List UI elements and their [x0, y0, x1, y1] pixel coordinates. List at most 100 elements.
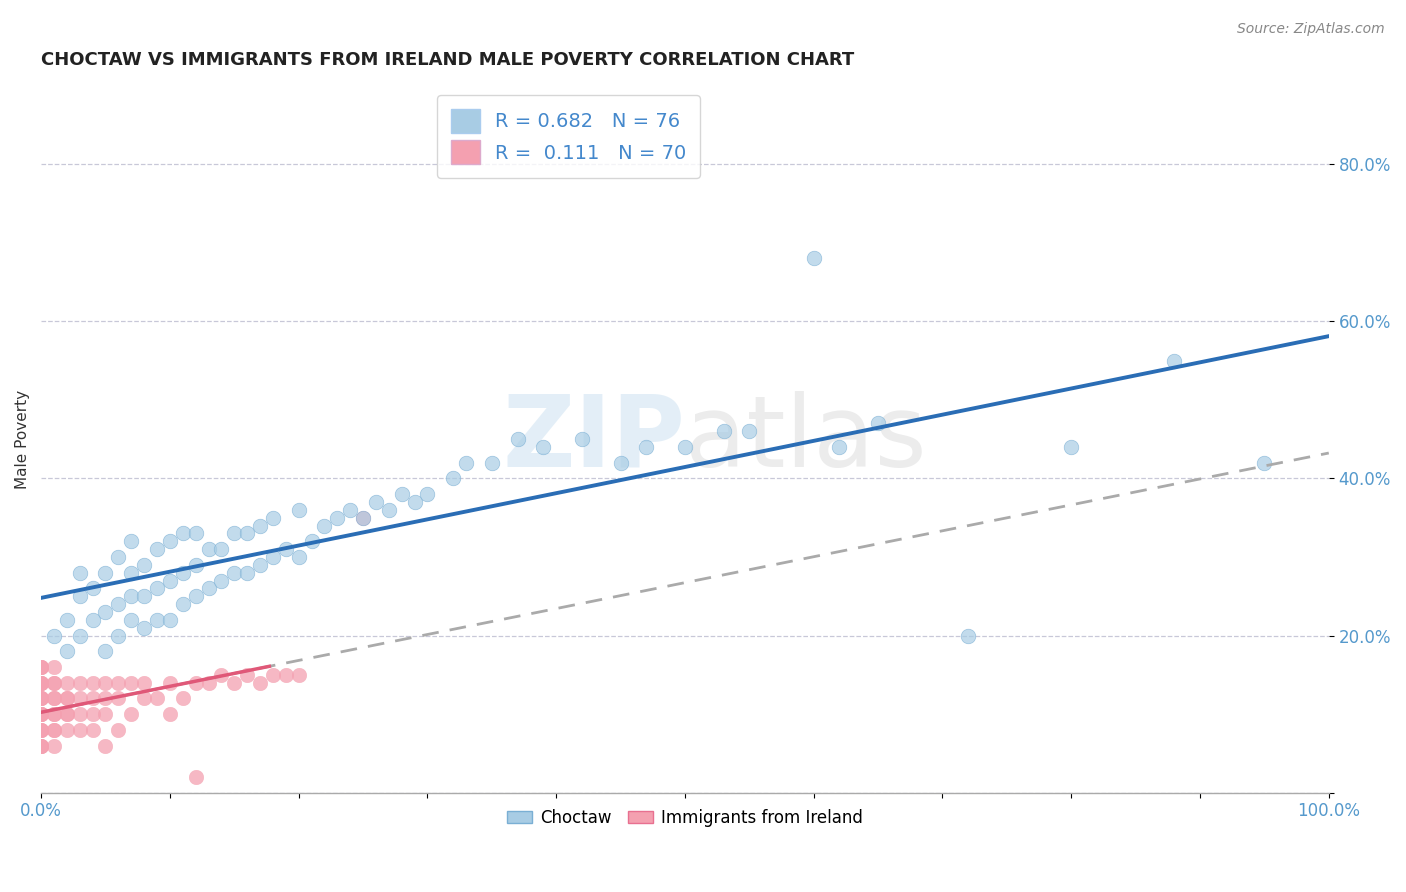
Point — [713, 424, 735, 438]
Point — [30, 675, 52, 690]
Point — [274, 667, 297, 681]
Text: CHOCTAW VS IMMIGRANTS FROM IRELAND MALE POVERTY CORRELATION CHART: CHOCTAW VS IMMIGRANTS FROM IRELAND MALE … — [41, 51, 855, 69]
Point — [262, 667, 284, 681]
Point — [1253, 456, 1275, 470]
Point — [416, 487, 439, 501]
Point — [262, 549, 284, 564]
Point — [30, 723, 52, 737]
Point — [30, 707, 52, 722]
Point — [159, 707, 181, 722]
Point — [120, 707, 142, 722]
Point — [159, 574, 181, 588]
Point — [249, 675, 271, 690]
Point — [441, 471, 464, 485]
Point — [326, 510, 349, 524]
Point — [82, 691, 104, 706]
Text: Source: ZipAtlas.com: Source: ZipAtlas.com — [1237, 22, 1385, 37]
Point — [209, 574, 232, 588]
Point — [56, 613, 79, 627]
Point — [82, 707, 104, 722]
Point — [159, 675, 181, 690]
Point — [94, 566, 117, 580]
Point — [378, 503, 401, 517]
Point — [69, 707, 91, 722]
Point — [287, 667, 309, 681]
Point — [184, 558, 207, 572]
Point — [957, 628, 980, 642]
Point — [224, 526, 246, 541]
Point — [184, 526, 207, 541]
Point — [531, 440, 554, 454]
Point — [56, 723, 79, 737]
Point — [197, 542, 219, 557]
Point — [172, 597, 194, 611]
Point — [197, 675, 219, 690]
Text: ZIP: ZIP — [502, 391, 685, 488]
Point — [56, 675, 79, 690]
Point — [803, 252, 825, 266]
Point — [94, 707, 117, 722]
Text: atlas: atlas — [685, 391, 927, 488]
Point — [42, 660, 65, 674]
Point — [352, 510, 374, 524]
Point — [172, 691, 194, 706]
Point — [42, 628, 65, 642]
Point — [197, 582, 219, 596]
Point — [30, 660, 52, 674]
Point — [146, 691, 169, 706]
Point — [159, 534, 181, 549]
Point — [82, 613, 104, 627]
Point — [301, 534, 323, 549]
Point — [287, 503, 309, 517]
Point — [69, 691, 91, 706]
Point — [69, 628, 91, 642]
Y-axis label: Male Poverty: Male Poverty — [15, 390, 30, 489]
Point — [224, 566, 246, 580]
Point — [134, 621, 156, 635]
Point — [30, 691, 52, 706]
Point — [107, 628, 129, 642]
Point — [82, 723, 104, 737]
Point — [364, 495, 387, 509]
Point — [94, 739, 117, 753]
Point — [42, 739, 65, 753]
Point — [134, 675, 156, 690]
Point — [481, 456, 503, 470]
Point — [30, 691, 52, 706]
Point — [69, 675, 91, 690]
Point — [42, 691, 65, 706]
Point — [94, 605, 117, 619]
Point — [82, 582, 104, 596]
Legend: Choctaw, Immigrants from Ireland: Choctaw, Immigrants from Ireland — [501, 803, 870, 834]
Point — [30, 660, 52, 674]
Point — [236, 526, 259, 541]
Point — [224, 675, 246, 690]
Point — [30, 739, 52, 753]
Point — [236, 566, 259, 580]
Point — [262, 510, 284, 524]
Point — [184, 770, 207, 784]
Point — [249, 518, 271, 533]
Point — [209, 542, 232, 557]
Point — [30, 707, 52, 722]
Point — [1060, 440, 1083, 454]
Point — [172, 566, 194, 580]
Point — [120, 613, 142, 627]
Point — [82, 675, 104, 690]
Point — [184, 589, 207, 603]
Point — [352, 510, 374, 524]
Point — [314, 518, 336, 533]
Point — [30, 739, 52, 753]
Point — [404, 495, 426, 509]
Point — [69, 589, 91, 603]
Point — [107, 675, 129, 690]
Point — [94, 675, 117, 690]
Point — [30, 739, 52, 753]
Point — [56, 707, 79, 722]
Point — [120, 566, 142, 580]
Point — [828, 440, 851, 454]
Point — [120, 589, 142, 603]
Point — [146, 542, 169, 557]
Point — [506, 432, 529, 446]
Point — [107, 549, 129, 564]
